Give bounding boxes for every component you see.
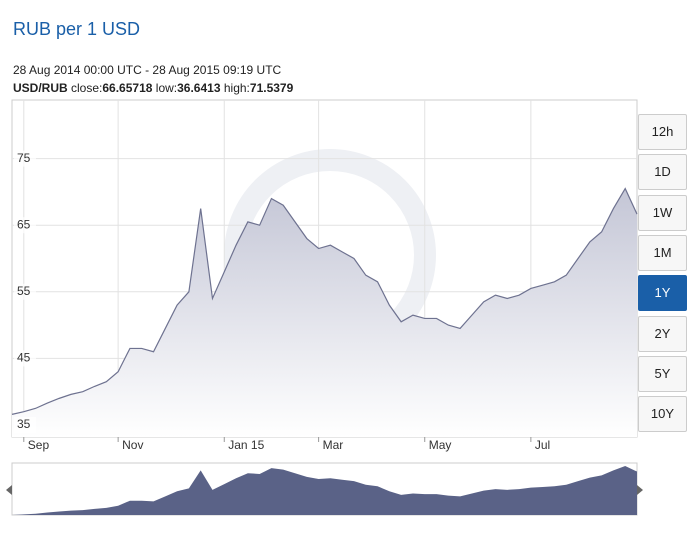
range-button[interactable]: 1Y [638, 275, 687, 312]
x-tick-label: Nov [122, 438, 143, 452]
pair: USD/RUB [13, 81, 68, 95]
date-range: 28 Aug 2014 00:00 UTC - 28 Aug 2015 09:1… [13, 63, 282, 77]
stat-value: 36.6413 [177, 81, 221, 95]
range-button[interactable]: 1M [638, 234, 687, 271]
range-button[interactable]: 12h [638, 114, 687, 150]
y-label-bg [14, 217, 36, 234]
range-button[interactable]: 2Y [638, 315, 687, 352]
y-tick-label: 35 [17, 417, 31, 431]
range-button[interactable]: 10Y [638, 396, 687, 433]
y-tick-label: 75 [17, 151, 31, 165]
x-tick-label: May [429, 438, 452, 452]
x-tick-label: Jan 15 [228, 438, 264, 452]
navigator-handle [637, 485, 643, 495]
y-tick-label: 45 [17, 351, 31, 365]
y-tick-label: 55 [17, 284, 31, 298]
area-fill [12, 188, 637, 437]
price-line [11, 187, 638, 415]
range-button[interactable]: 1W [638, 194, 687, 231]
stat-value: 71.5379 [249, 81, 294, 95]
y-label-bg [14, 150, 36, 167]
range-button[interactable]: 5Y [638, 355, 687, 392]
navigator-area [12, 466, 637, 515]
stat-value: 66.65718 [102, 81, 153, 95]
y-label-bg [14, 417, 36, 434]
navigator-handle [6, 485, 12, 495]
range-button[interactable]: 1D [638, 154, 687, 191]
stat-label: low: [155, 81, 178, 95]
x-tick-label: Mar [323, 438, 344, 452]
y-label-bg [14, 283, 36, 300]
stat-label: high: [223, 81, 250, 95]
stats: USD/RUB close:66.65718 low:36.6413 high:… [13, 81, 293, 95]
title: RUB per 1 USD [13, 19, 141, 39]
y-tick-label: 65 [17, 217, 31, 231]
x-tick-label: Sep [28, 438, 50, 452]
stat-label: close: [71, 81, 103, 95]
x-tick-label: Jul [535, 438, 550, 452]
y-label-bg [14, 350, 36, 367]
